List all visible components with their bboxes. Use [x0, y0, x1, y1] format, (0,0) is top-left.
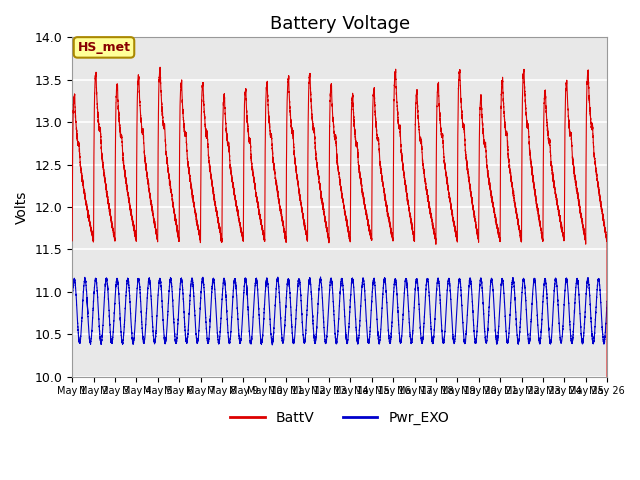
Legend: BattV, Pwr_EXO: BattV, Pwr_EXO	[225, 406, 454, 431]
Text: HS_met: HS_met	[77, 41, 131, 54]
Title: Battery Voltage: Battery Voltage	[269, 15, 410, 33]
Y-axis label: Volts: Volts	[15, 190, 29, 224]
